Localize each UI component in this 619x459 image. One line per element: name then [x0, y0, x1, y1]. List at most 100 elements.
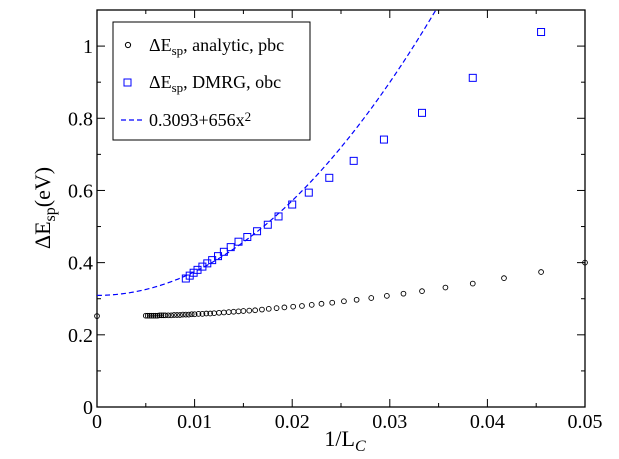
legend-analytic-tail: , analytic, pbc [183, 35, 284, 55]
analytic-point [259, 306, 265, 313]
x-axis-title: 1/LC [324, 426, 366, 455]
analytic-point [195, 311, 202, 317]
analytic-point [400, 290, 407, 297]
dmrg-point [537, 28, 546, 37]
y-axis-title: ΔEsp(eV) [30, 167, 59, 249]
analytic-point [146, 312, 153, 319]
dmrg-point [288, 200, 297, 209]
analytic-point [188, 311, 195, 318]
analytic-point [180, 311, 186, 318]
y-tick-label: 0.2 [68, 325, 93, 347]
analytic-point [230, 308, 237, 315]
analytic-point [240, 308, 247, 314]
legend-label-dmrg: ΔEsp, DMRG, obc [149, 72, 281, 95]
y-tick-label: 0.4 [68, 253, 93, 275]
analytic-point [469, 280, 476, 287]
dmrg-point [263, 220, 272, 229]
dmrg-point [304, 188, 313, 197]
analytic-point [341, 298, 347, 305]
analytic-point [182, 311, 189, 318]
legend-dmrg-main: ΔE [149, 72, 172, 92]
dmrg-point [379, 135, 388, 144]
legend-dmrg-sub: sp [172, 80, 184, 95]
analytic-point [290, 303, 297, 310]
y-tick-label: 0 [83, 397, 93, 419]
analytic-point [165, 312, 172, 319]
analytic-point [265, 305, 272, 312]
y-axis-title-main: ΔE [30, 221, 55, 249]
dmrg-point [325, 173, 334, 182]
analytic-point [582, 259, 588, 266]
analytic-point [203, 310, 210, 317]
legend-marker-dmrg [123, 78, 132, 87]
analytic-point [185, 311, 192, 318]
y-axis-title-tail: (eV) [30, 167, 55, 207]
legend-marker-analytic [124, 41, 132, 49]
analytic-point [171, 312, 177, 318]
analytic-point [142, 312, 149, 319]
legend-fit-main: 0.3093+656x [149, 110, 245, 130]
analytic-point [419, 288, 425, 294]
x-tick-label: 0.02 [275, 411, 310, 433]
legend-label-analytic: ΔEsp, analytic, pbc [149, 35, 284, 58]
analytic-point [94, 313, 100, 319]
legend-fit-sup: 2 [245, 109, 252, 124]
legend-box [112, 21, 311, 141]
y-axis-title-sub: sp [42, 207, 59, 221]
fit-curve-layer [97, 9, 437, 296]
dmrg-point [243, 233, 252, 242]
analytic-point [221, 309, 227, 316]
x-axis-title-sub: C [355, 438, 366, 455]
analytic-point [162, 312, 169, 319]
legend-analytic-sub: sp [172, 43, 184, 58]
analytic-point [191, 311, 198, 318]
analytic-point [199, 311, 206, 317]
analytic-point [353, 296, 360, 303]
x-tick-label: 0.04 [470, 411, 505, 433]
analytic-point [501, 275, 507, 282]
analytic-point [368, 295, 375, 301]
analytic-point [538, 269, 544, 275]
y-tick-label: 0.6 [68, 180, 93, 202]
x-tick-label: 0.01 [177, 411, 212, 433]
analytic-point [152, 312, 159, 319]
legend: ΔEsp, analytic, pbc ΔEsp, DMRG, obc 0.30… [112, 21, 311, 141]
analytic-point [144, 312, 151, 319]
x-tick-label: 0 [92, 411, 102, 433]
analytic-point [308, 302, 315, 308]
legend-analytic-main: ΔE [149, 35, 172, 55]
analytic-point [281, 304, 288, 311]
analytic-point [384, 292, 390, 299]
analytic-point [177, 312, 183, 318]
analytic-point [216, 309, 222, 316]
analytic-point [168, 312, 175, 319]
analytic-point [207, 310, 214, 317]
x-tick-label: 0.05 [568, 411, 603, 433]
analytic-point [299, 303, 305, 309]
analytic-point [235, 308, 242, 315]
dmrg-point [349, 156, 358, 165]
analytic-point [329, 299, 336, 306]
fit-curve [97, 9, 437, 296]
axis-ticks [96, 9, 586, 408]
analytic-point [156, 312, 163, 319]
dmrg-point [468, 73, 477, 82]
analytic-point [174, 312, 180, 318]
analytic-point [148, 312, 155, 319]
dmrg-point [418, 108, 427, 117]
dmrg-point [234, 237, 243, 246]
legend-label-fit: 0.3093+656x2 [149, 109, 251, 130]
analytic-point [246, 307, 253, 314]
y-tick-label: 0.8 [68, 108, 93, 130]
analytic-point [318, 300, 325, 307]
axis-tick-labels: 0 0.01 0.02 0.03 0.04 0.05 0 0.2 0.4 0.6 0.8 1 [68, 36, 603, 433]
analytic-point [158, 312, 165, 319]
legend-dmrg-tail: , DMRG, obc [183, 72, 281, 92]
dmrg-point [253, 227, 262, 236]
data-markers-layer [94, 28, 588, 319]
x-axis-title-main: 1/L [324, 426, 355, 451]
x-tick-label: 0.03 [372, 411, 407, 433]
dmrg-point [214, 252, 223, 261]
y-tick-label: 1 [83, 36, 93, 58]
